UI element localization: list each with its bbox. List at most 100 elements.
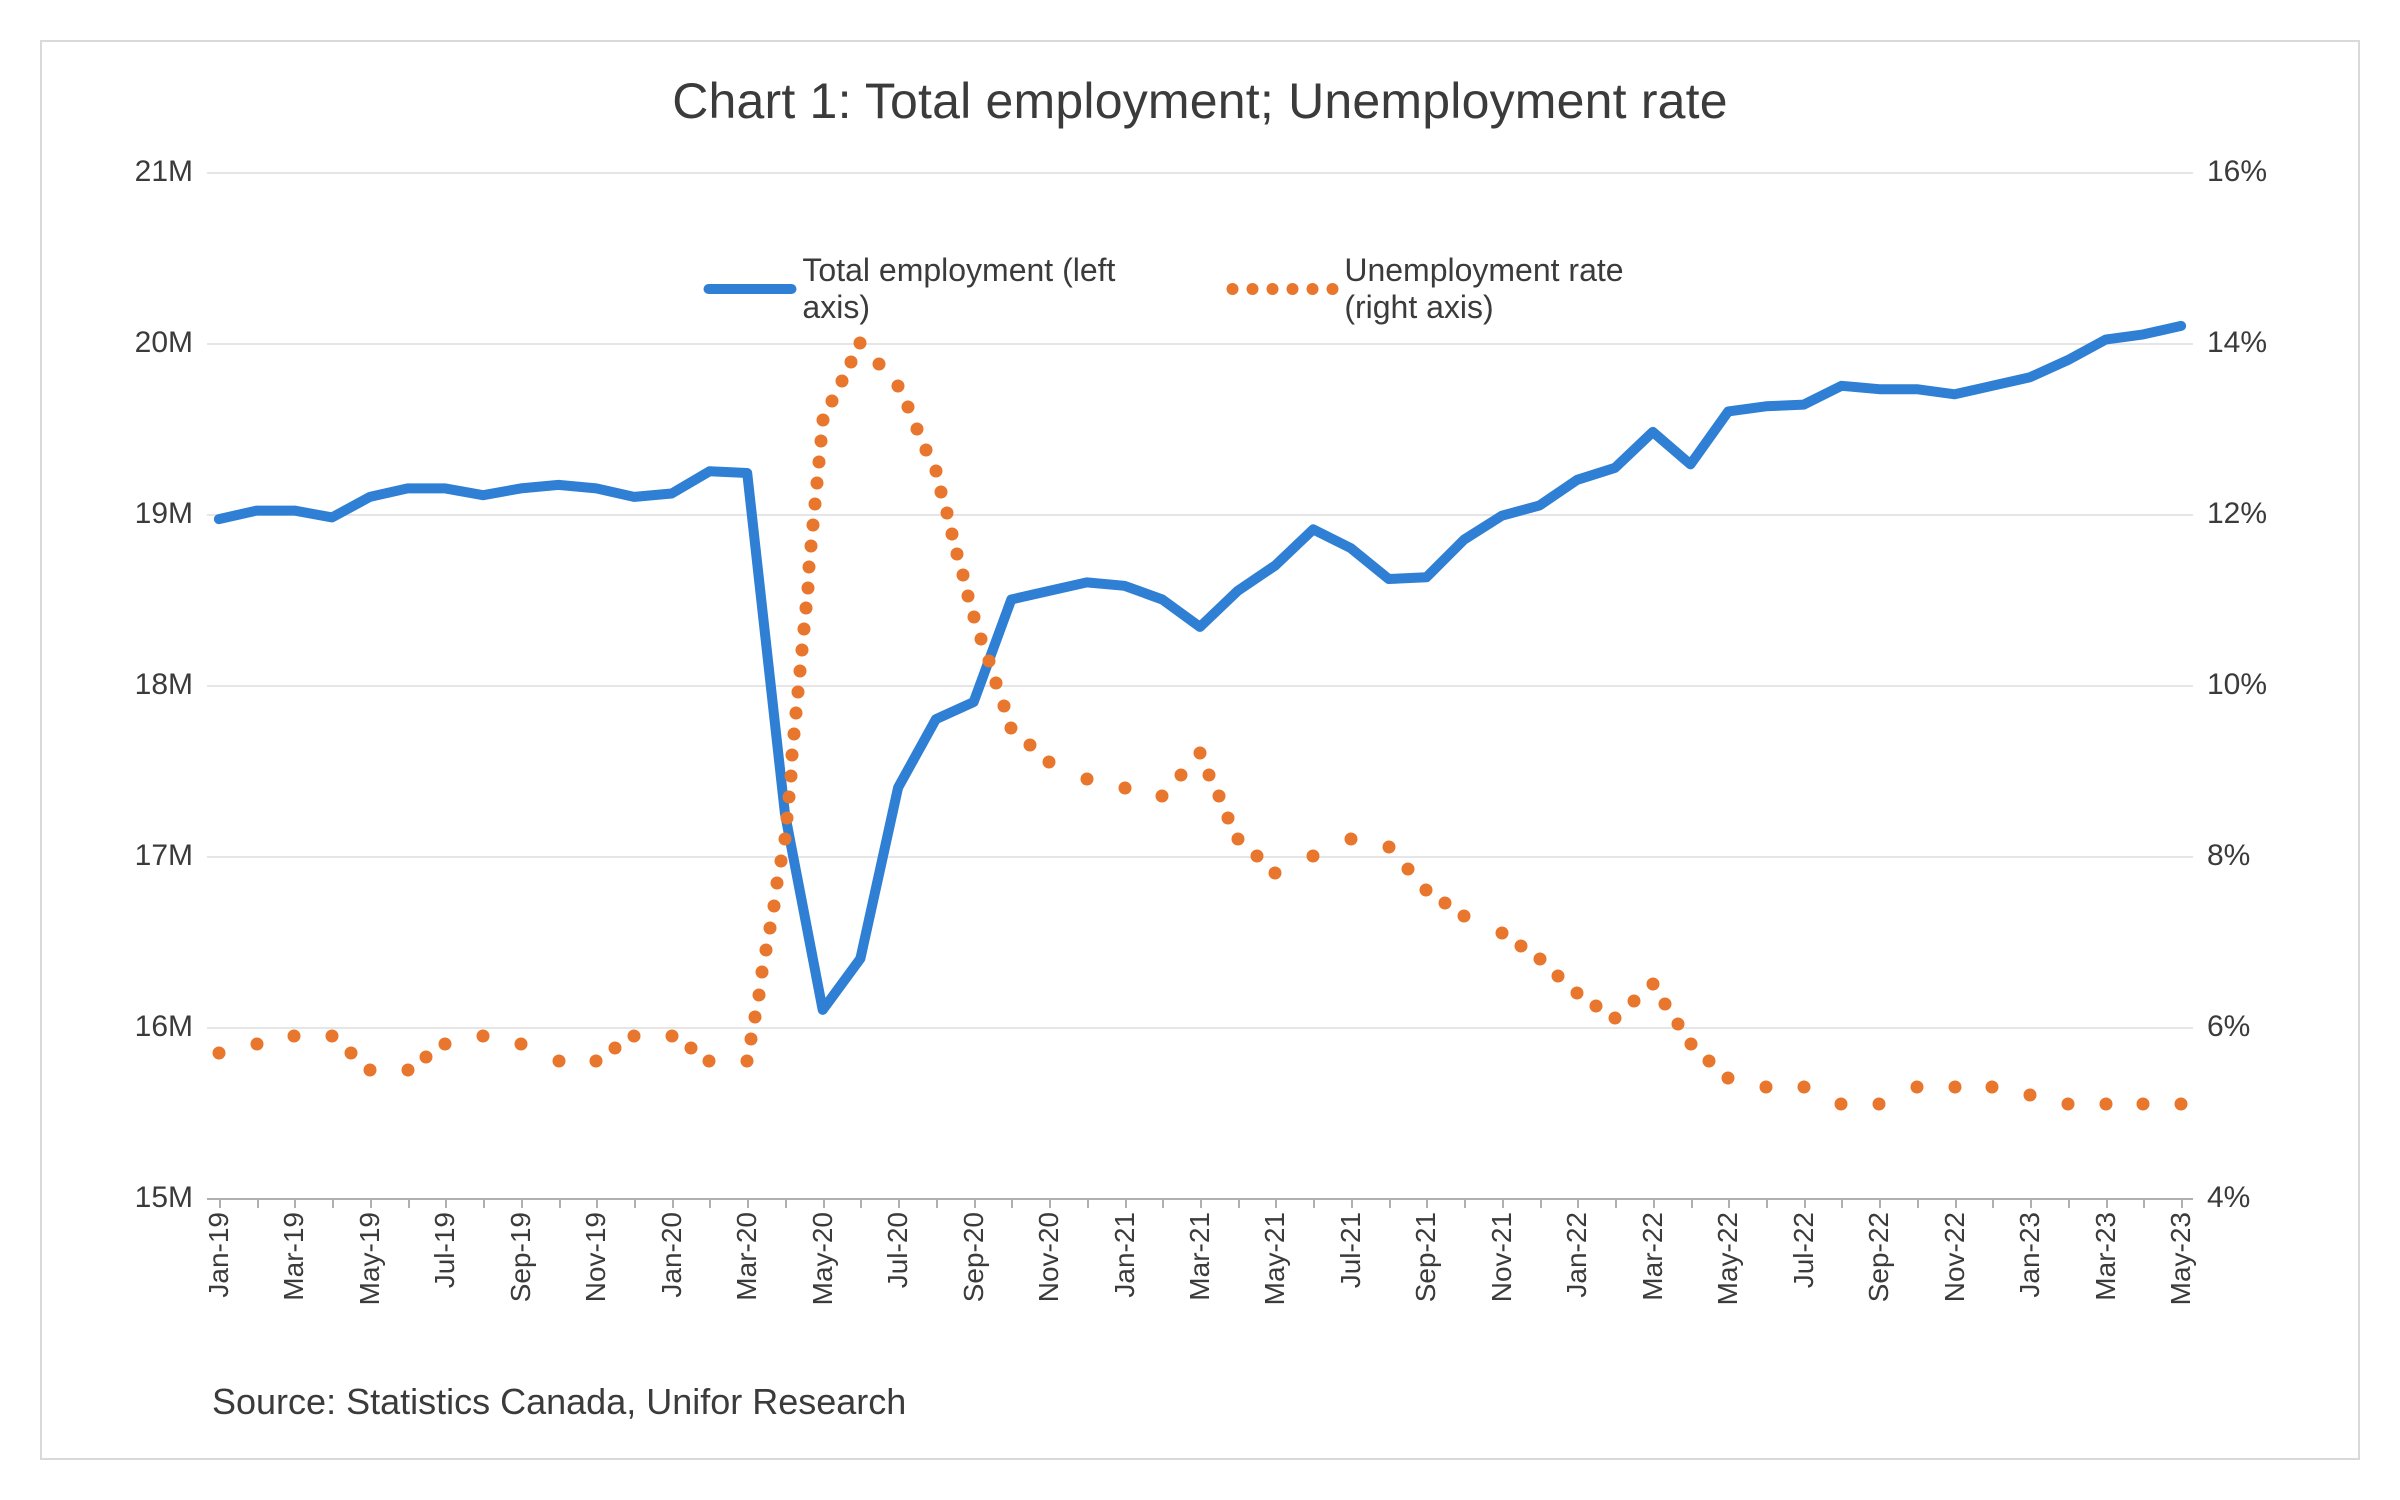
unemployment-marker: [1307, 850, 1320, 863]
y-right-tick-label: 6%: [2207, 1010, 2250, 1044]
unemployment-marker: [771, 877, 784, 890]
x-tick-mark: [1577, 1198, 1579, 1208]
x-tick-mark: [332, 1198, 334, 1208]
unemployment-marker: [288, 1029, 301, 1042]
x-tick-mark: [1011, 1198, 1013, 1208]
chart-container: Chart 1: Total employment; Unemployment …: [0, 0, 2400, 1500]
unemployment-marker: [778, 832, 791, 845]
y-left-tick-label: 16M: [135, 1010, 193, 1044]
unemployment-marker: [788, 728, 801, 741]
unemployment-marker: [854, 337, 867, 350]
x-tick-mark: [823, 1198, 825, 1208]
unemployment-marker: [920, 443, 933, 456]
unemployment-marker: [794, 665, 807, 678]
x-tick-label: Jan-20: [656, 1212, 688, 1298]
unemployment-marker: [2024, 1089, 2037, 1102]
plot-area: Total employment (left axis) Unemploymen…: [207, 172, 2193, 1198]
x-tick-label: Jan-21: [1109, 1212, 1141, 1298]
unemployment-marker: [1609, 1012, 1622, 1025]
x-tick-mark: [1275, 1198, 1277, 1208]
x-tick-mark: [1728, 1198, 1730, 1208]
x-tick-mark: [219, 1198, 221, 1208]
unemployment-marker: [1684, 1038, 1697, 1051]
x-tick-label: May-23: [2165, 1212, 2197, 1305]
y-left-tick-label: 19M: [135, 497, 193, 531]
x-tick-label: Jan-23: [2014, 1212, 2046, 1298]
source-attribution: Source: Statistics Canada, Unifor Resear…: [212, 1381, 906, 1423]
x-tick-label: Jul-20: [882, 1212, 914, 1288]
unemployment-marker: [2099, 1097, 2112, 1110]
unemployment-marker: [1212, 790, 1225, 803]
unemployment-marker: [1401, 862, 1414, 875]
unemployment-marker: [1250, 850, 1263, 863]
unemployment-marker: [1203, 768, 1216, 781]
unemployment-marker: [1986, 1080, 1999, 1093]
unemployment-marker: [1910, 1080, 1923, 1093]
unemployment-marker: [1835, 1097, 1848, 1110]
unemployment-marker: [990, 677, 1003, 690]
unemployment-marker: [439, 1038, 452, 1051]
unemployment-marker: [1514, 939, 1527, 952]
unemployment-marker: [946, 527, 959, 540]
unemployment-marker: [2061, 1097, 2074, 1110]
unemployment-marker: [741, 1055, 754, 1068]
unemployment-marker: [982, 655, 995, 668]
unemployment-marker: [801, 581, 814, 594]
x-tick-mark: [2143, 1198, 2145, 1208]
x-tick-mark: [1766, 1198, 1768, 1208]
x-tick-mark: [1691, 1198, 1693, 1208]
unemployment-marker: [1005, 721, 1018, 734]
x-tick-mark: [1992, 1198, 1994, 1208]
y-left-tick-label: 17M: [135, 839, 193, 873]
unemployment-marker: [748, 1010, 761, 1023]
x-tick-label: Nov-20: [1033, 1212, 1065, 1302]
unemployment-marker: [835, 375, 848, 388]
unemployment-marker: [1646, 978, 1659, 991]
unemployment-marker: [1671, 1018, 1684, 1031]
unemployment-marker: [929, 465, 942, 478]
unemployment-marker: [792, 686, 805, 699]
x-tick-mark: [1426, 1198, 1428, 1208]
unemployment-marker: [703, 1055, 716, 1068]
x-tick-mark: [483, 1198, 485, 1208]
y-left-tick-label: 18M: [135, 668, 193, 702]
x-tick-mark: [936, 1198, 938, 1208]
x-tick-mark: [1238, 1198, 1240, 1208]
unemployment-marker: [892, 379, 905, 392]
unemployment-marker: [814, 434, 827, 447]
x-tick-label: Nov-19: [580, 1212, 612, 1302]
unemployment-marker: [1382, 841, 1395, 854]
unemployment-marker: [767, 899, 780, 912]
unemployment-marker: [1590, 999, 1603, 1012]
unemployment-marker: [780, 811, 793, 824]
x-tick-mark: [1502, 1198, 1504, 1208]
unemployment-marker: [684, 1042, 697, 1055]
unemployment-marker: [795, 644, 808, 657]
x-tick-label: May-22: [1712, 1212, 1744, 1305]
unemployment-marker: [1703, 1055, 1716, 1068]
x-tick-mark: [408, 1198, 410, 1208]
x-tick-mark: [1389, 1198, 1391, 1208]
unemployment-marker: [1194, 747, 1207, 760]
unemployment-marker: [812, 455, 825, 468]
unemployment-marker: [784, 770, 797, 783]
x-tick-label: Sep-21: [1410, 1212, 1442, 1302]
unemployment-marker: [775, 855, 788, 868]
x-tick-mark: [1351, 1198, 1353, 1208]
x-tick-label: Jul-21: [1335, 1212, 1367, 1288]
unemployment-marker: [344, 1046, 357, 1059]
unemployment-marker: [744, 1032, 757, 1045]
x-tick-mark: [257, 1198, 259, 1208]
unemployment-marker: [1873, 1097, 1886, 1110]
x-tick-label: May-19: [354, 1212, 386, 1305]
unemployment-marker: [1269, 867, 1282, 880]
x-tick-mark: [1653, 1198, 1655, 1208]
x-tick-mark: [2106, 1198, 2108, 1208]
unemployment-marker: [940, 506, 953, 519]
unemployment-marker: [1222, 811, 1235, 824]
unemployment-marker: [873, 358, 886, 371]
chart-title: Chart 1: Total employment; Unemployment …: [42, 72, 2358, 130]
x-tick-mark: [445, 1198, 447, 1208]
x-tick-mark: [2068, 1198, 2070, 1208]
unemployment-marker: [1420, 884, 1433, 897]
